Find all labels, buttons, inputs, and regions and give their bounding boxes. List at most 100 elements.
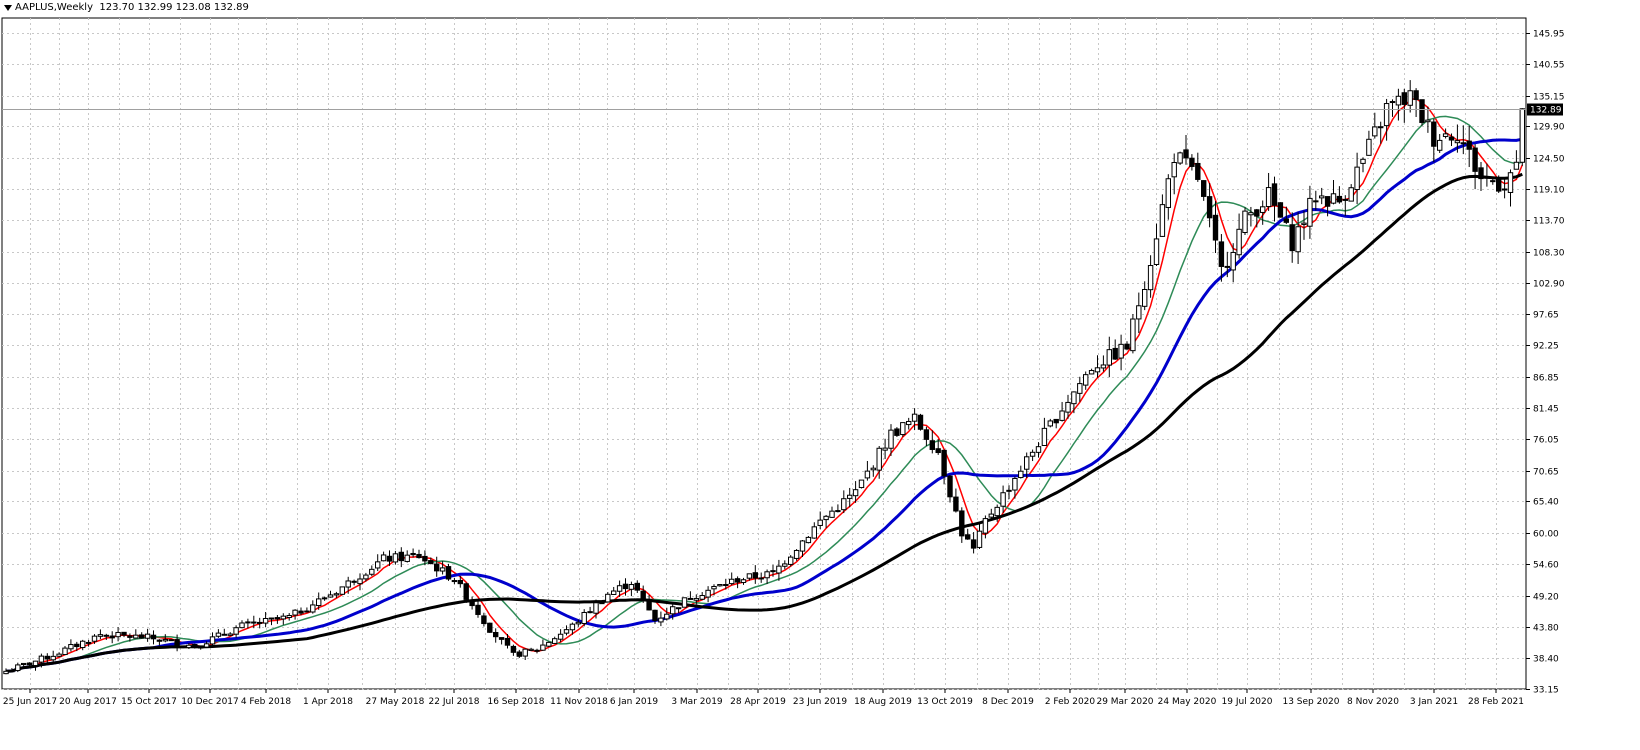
candle-body [9, 670, 15, 673]
chart-header: AAPLUS,Weekly 123.70 132.99 123.08 132.8… [4, 2, 249, 14]
candle-body [1407, 90, 1413, 106]
candle-body [622, 583, 629, 590]
candle [994, 504, 1000, 522]
candle [251, 615, 257, 629]
candle-body [1006, 489, 1012, 492]
candle [91, 634, 98, 644]
candle-body [965, 534, 971, 540]
ohlc-label: 123.70 132.99 123.08 132.89 [99, 2, 249, 13]
candle-body [1224, 265, 1230, 268]
candle [333, 591, 340, 598]
candle [923, 426, 930, 447]
candle-body [788, 556, 794, 565]
candle [1165, 174, 1171, 220]
candle [534, 648, 540, 654]
candle-body [1260, 206, 1266, 213]
candle [245, 618, 251, 629]
candle-body [339, 586, 346, 595]
candle-body [1360, 158, 1366, 164]
candle [9, 668, 15, 673]
candle [1490, 178, 1496, 185]
candle [1147, 255, 1154, 298]
candle-body [1153, 238, 1160, 265]
candle-body [1378, 126, 1384, 129]
candle [1000, 485, 1006, 513]
candle [398, 547, 405, 568]
candle [575, 619, 581, 627]
candle [1112, 339, 1118, 360]
candle [640, 585, 646, 603]
candle [298, 607, 304, 616]
candle [953, 488, 959, 513]
candle-body [351, 580, 357, 583]
candle [392, 550, 399, 565]
candle-body [327, 594, 334, 598]
candle [463, 582, 469, 603]
candle [557, 629, 564, 643]
candle-body [1029, 451, 1036, 457]
candle [38, 653, 45, 668]
candle [900, 422, 906, 437]
candle [434, 556, 440, 577]
candle [1484, 163, 1490, 187]
candle-body [746, 573, 753, 579]
candle-body [1454, 140, 1461, 144]
candle-body [929, 440, 935, 450]
x-tick-label: 13 Oct 2019 [917, 697, 973, 707]
candle [705, 586, 711, 603]
y-tick-label: 108.30 [1533, 249, 1565, 259]
candle [599, 600, 605, 605]
candle-body [1490, 180, 1496, 183]
candle [215, 629, 222, 638]
candle [906, 417, 912, 430]
candle [1071, 391, 1077, 414]
candle [345, 576, 351, 594]
candle-body [268, 617, 275, 620]
candle [386, 550, 393, 566]
candle [569, 622, 576, 635]
candle [782, 560, 788, 570]
y-tick-label: 124.50 [1533, 155, 1565, 165]
candle-body [888, 429, 894, 449]
candle-body [740, 579, 747, 583]
candle-body [1100, 364, 1107, 369]
candle-body [994, 506, 1000, 517]
candle [1118, 334, 1124, 371]
candle [929, 430, 935, 454]
candle [1171, 153, 1177, 195]
candle-body [664, 613, 670, 620]
candle [1389, 99, 1396, 117]
candle-body [864, 470, 871, 479]
candle [21, 662, 27, 668]
y-tick-label: 33.15 [1533, 686, 1559, 696]
x-tick-label: 25 Jun 2017 [3, 697, 57, 707]
candle [1501, 177, 1508, 199]
candle-body [1165, 178, 1171, 208]
candle [316, 592, 322, 610]
candle [1236, 213, 1242, 259]
candle [1448, 133, 1455, 146]
candle-body [552, 638, 558, 644]
candle [498, 637, 505, 645]
candle [734, 576, 741, 589]
candle [510, 644, 517, 656]
dropdown-triangle-icon[interactable] [4, 4, 12, 11]
candle-body [475, 604, 481, 615]
candle-body [758, 577, 764, 580]
symbol-label: AAPLUS,Weekly [15, 2, 94, 13]
candle [1295, 212, 1301, 264]
candle-body [1484, 176, 1490, 179]
candle [62, 646, 68, 656]
candle-body [634, 582, 640, 591]
candle [304, 607, 310, 613]
candle [1106, 336, 1112, 378]
candle [439, 561, 446, 575]
candle-body [982, 518, 989, 534]
candle-body [333, 593, 340, 596]
candle [1201, 180, 1207, 201]
candle-body [62, 647, 68, 656]
candle-body [1448, 136, 1455, 141]
y-tick-label: 129.90 [1533, 123, 1565, 133]
